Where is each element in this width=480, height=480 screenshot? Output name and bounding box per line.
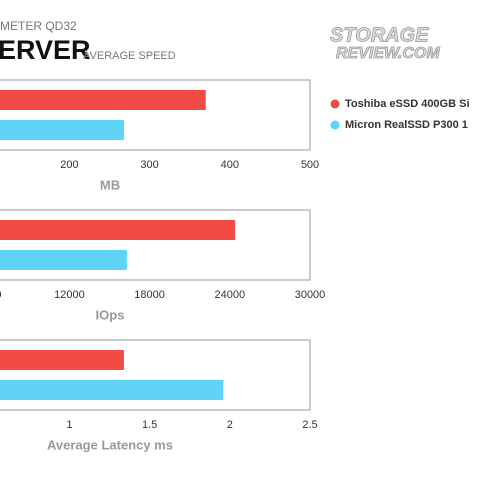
logo: STORAGE [330,24,429,46]
legend-label: Toshiba eSSD 400GB Si [345,98,470,110]
supertitle: METER QD32 [0,19,77,33]
x-tick-label: 2 [227,419,233,431]
bar [0,350,124,370]
legend-label: Micron RealSSD P300 1 [345,119,468,131]
legend-marker [330,120,340,130]
x-tick-label: 400 [221,159,239,171]
x-tick-label: 1 [66,419,72,431]
x-tick-label: 24000 [215,289,246,301]
subtitle: AVERAGE SPEED [83,50,176,62]
x-tick-label: 6000 [0,289,1,301]
bar [0,250,127,270]
x-tick-label: 300 [140,159,158,171]
x-tick-label: 1.5 [142,419,157,431]
x-tick-label: 18000 [134,289,165,301]
bar [0,90,206,110]
bar [0,120,124,140]
x-tick-label: 200 [60,159,78,171]
x-tick-label: 12000 [54,289,85,301]
bar [0,380,224,400]
bar [0,220,236,240]
logo: REVIEW.COM [336,45,440,62]
x-tick-label: 500 [301,159,319,171]
x-axis-label: IOps [96,307,125,322]
legend-marker [330,99,340,109]
x-tick-label: 30000 [295,289,326,301]
x-axis-label: Average Latency ms [47,437,173,452]
title: ERVER [0,35,91,65]
x-tick-label: 2.5 [302,419,317,431]
x-axis-label: MB [100,177,120,192]
